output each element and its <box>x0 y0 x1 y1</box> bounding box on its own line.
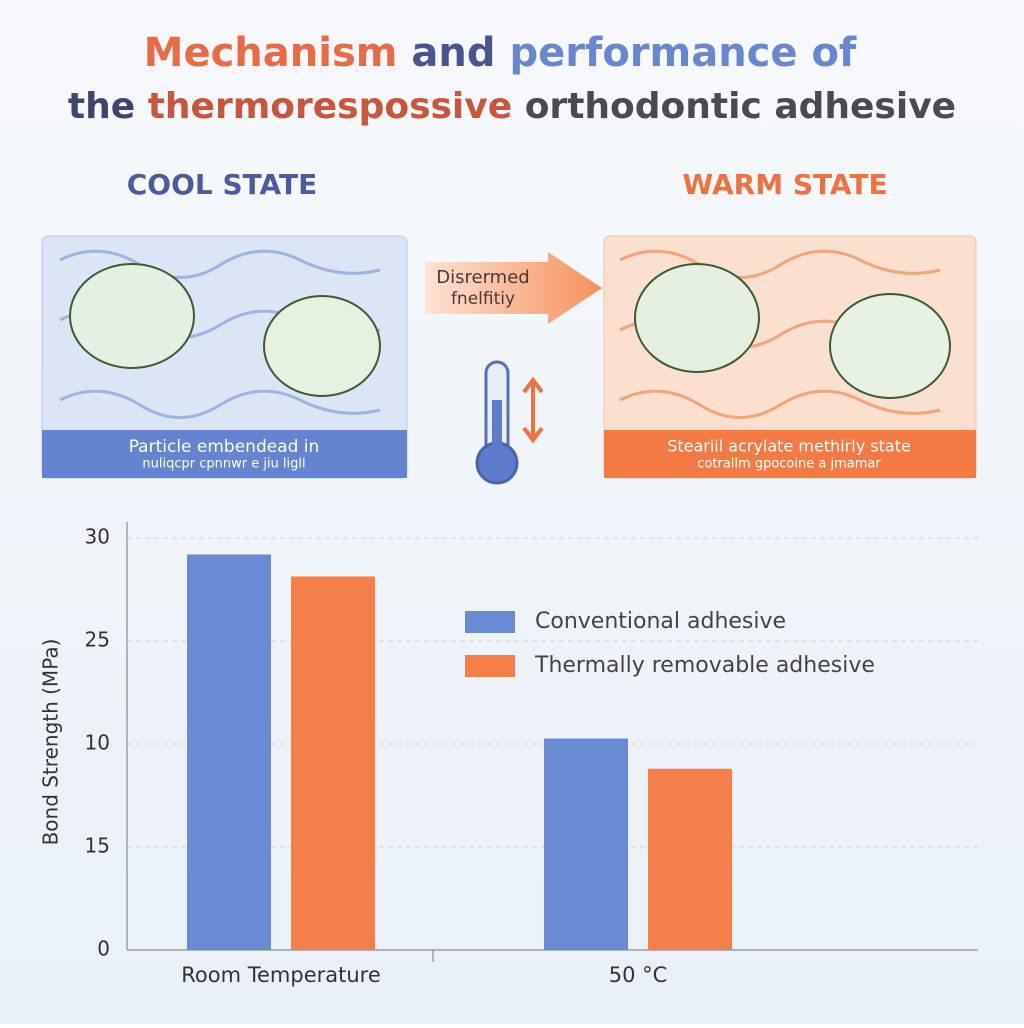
y-tick-label: 15 <box>85 834 110 858</box>
cool-panel <box>41 235 408 479</box>
x-tick-label: Room Temperature <box>181 963 381 987</box>
title-word: and <box>411 30 495 76</box>
bar <box>291 576 375 950</box>
legend-swatch <box>465 611 515 633</box>
bar <box>187 554 271 950</box>
warm-heading: WARM STATE <box>682 168 887 201</box>
y-axis-label: Bond Strength (MPa) <box>39 639 63 846</box>
arrow-label: fnelfitiy <box>451 289 515 309</box>
title-word: performance of <box>509 30 856 76</box>
y-tick-label: 10 <box>85 731 110 755</box>
warm-caption: cotrallm gpocoine a jmamar <box>697 457 881 472</box>
title-word: orthodontic adhesive <box>525 86 956 127</box>
cool-heading: COOL STATE <box>127 168 318 201</box>
title-word: Mechanism <box>144 30 398 76</box>
title-word: thermorespossive <box>148 86 512 127</box>
y-tick-label: 0 <box>97 937 110 961</box>
bar <box>544 738 628 950</box>
title-line1: Mechanism and performance of <box>144 30 857 76</box>
cool-caption: nuliqcpr cpnnwr e jiu ligll <box>142 457 305 472</box>
transition-arrow <box>425 252 602 324</box>
y-tick-label: 30 <box>85 525 110 549</box>
arrow-label: Disrermed <box>436 267 529 288</box>
title-word: the <box>68 86 135 127</box>
title-line2: the thermorespossive orthodontic adhesiv… <box>68 86 956 127</box>
legend-label: Thermally removable adhesive <box>534 653 875 678</box>
thermometer <box>475 360 544 485</box>
legend-swatch <box>465 655 515 677</box>
bar-chart: Bond Strength (MPa) 0 15 10 25 30 Room Temper… <box>39 522 978 987</box>
legend-label: Conventional adhesive <box>535 609 786 634</box>
warm-caption: Steariil acrylate methirly state <box>667 437 911 456</box>
bar <box>648 768 732 950</box>
cool-caption: Particle embendead in <box>129 437 320 457</box>
x-tick-label: 50 °C <box>609 963 668 987</box>
y-tick-label: 25 <box>85 628 110 652</box>
warm-panel <box>603 235 977 479</box>
